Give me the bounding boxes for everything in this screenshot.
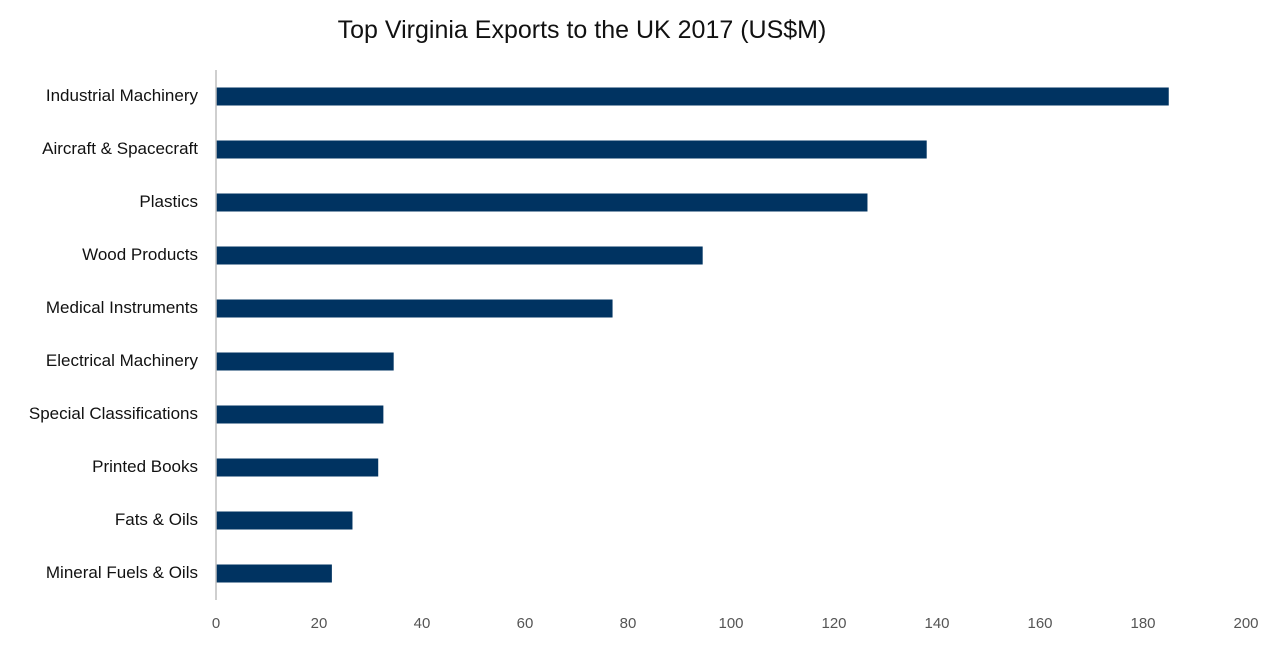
category-label: Special Classifications (29, 404, 198, 423)
category-label: Fats & Oils (115, 510, 198, 529)
category-label: Wood Products (82, 245, 198, 264)
category-label: Mineral Fuels & Oils (46, 563, 198, 582)
x-tick-label: 0 (212, 615, 220, 632)
category-labels: Industrial Machinery Aircraft & Spacecraf… (29, 86, 199, 582)
bar (216, 352, 394, 371)
bar (216, 511, 353, 530)
bar (216, 299, 613, 318)
chart-title: Top Virginia Exports to the UK 2017 (US$… (337, 16, 827, 44)
bar (216, 564, 332, 583)
bars-layer (216, 87, 1169, 583)
category-label: Electrical Machinery (46, 351, 199, 370)
x-tick-label: 40 (414, 615, 431, 632)
x-tick-label: 200 (1233, 615, 1258, 632)
category-label: Medical Instruments (46, 298, 198, 317)
x-tick-label: 160 (1027, 615, 1052, 632)
bar (216, 193, 868, 212)
category-label: Plastics (139, 192, 198, 211)
x-tick-label: 120 (821, 615, 846, 632)
category-label: Printed Books (92, 457, 198, 476)
x-tick-label: 100 (718, 615, 743, 632)
bar (216, 87, 1169, 106)
category-label: Industrial Machinery (46, 86, 199, 105)
bar (216, 246, 703, 265)
x-tick-label: 60 (517, 615, 534, 632)
category-label: Aircraft & Spacecraft (42, 139, 198, 158)
bar (216, 140, 927, 159)
bar (216, 405, 384, 424)
x-tick-label: 140 (924, 615, 949, 632)
x-tick-label: 180 (1130, 615, 1155, 632)
bar (216, 458, 379, 477)
x-tick-label: 80 (620, 615, 637, 632)
x-tick-label: 20 (311, 615, 328, 632)
x-tick-labels: 0 20 40 60 80 100 120 140 160 180 200 (212, 615, 1259, 632)
